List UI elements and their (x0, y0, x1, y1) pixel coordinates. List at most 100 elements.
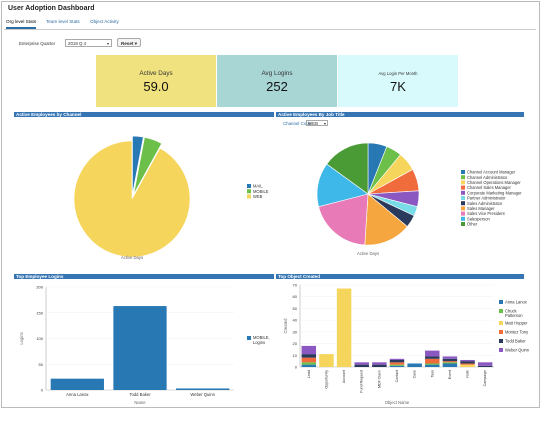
legend-swatch (461, 196, 465, 200)
section-header-by-channel: Active Employees by Channel (14, 112, 274, 117)
tab-divider (4, 29, 536, 30)
pie-slice (326, 142, 369, 195)
legend-label: Other (467, 222, 478, 227)
stacked-bar-segment (354, 364, 369, 367)
legend-swatch (499, 348, 503, 352)
kpi-avg-logins: Avg Logins 252 (217, 55, 337, 107)
stacked-bar-segment (442, 358, 458, 362)
legend-label: MAIL (253, 184, 263, 189)
x-axis-label: Object Name (385, 400, 410, 405)
channel-code-value: WEB (308, 121, 319, 126)
legend-swatch (461, 222, 465, 226)
legend-label: Salesperson (467, 216, 490, 221)
x-tick-label: Task (430, 370, 434, 378)
section-header-top-logins: Top Employee Logins (14, 274, 274, 279)
y-tick-label: 10 (293, 353, 298, 358)
dashboard-frame: User Adoption Dashboard Org level Stats … (1, 1, 540, 408)
stacked-bar-segment (460, 364, 475, 367)
stacked-bar-segment (301, 364, 317, 367)
tab-object-activity[interactable]: Object Activity (90, 19, 119, 24)
legend-label: Todd Baker (505, 339, 526, 344)
stacked-bar-segment (372, 362, 387, 365)
kpi-value: 252 (266, 79, 288, 94)
legend-label: Partner Administrator (467, 196, 506, 201)
legend-label: Matt Hopper (505, 321, 528, 326)
legend-swatch (499, 321, 503, 325)
x-tick-label: Lead (307, 370, 311, 378)
stacked-bar-segment (301, 362, 317, 365)
legend-label: Patterson (505, 313, 523, 318)
tab-team-level-stats[interactable]: Team level Stats (46, 19, 80, 24)
reset-button-label: Reset (120, 41, 134, 46)
bar (50, 378, 104, 390)
legend-label: Channel Administrator (467, 175, 508, 180)
y-tick-label: 0 (295, 365, 298, 370)
legend-label: Anna Lanox (505, 300, 527, 305)
stacked-bar-segment (442, 363, 458, 367)
x-tick-label: Todd Baker (129, 392, 151, 397)
pie-slice (132, 135, 144, 195)
x-tick-label: Case (413, 370, 417, 378)
stacked-bar-segment (389, 364, 405, 366)
stacked-bar-segment (425, 364, 440, 367)
x-tick-label: Event (448, 370, 452, 379)
legend-swatch (461, 190, 465, 195)
x-tick-label: Weber Quinn (190, 392, 215, 397)
quarter-select-value: 2018 Q 4 (68, 41, 87, 46)
stacked-bar-segment (319, 354, 334, 367)
y-tick-label: 150 (36, 310, 43, 315)
bar (176, 388, 230, 390)
legend-swatch (461, 216, 465, 221)
kpi-value: 59.0 (143, 79, 169, 94)
stacked-bar-segment (301, 345, 317, 355)
legend-swatch (499, 330, 503, 334)
legend-swatch (461, 206, 465, 211)
kpi-active-days: Active Days 59.0 (96, 55, 216, 107)
stacked-bar-segment (425, 358, 440, 364)
stacked-bar-segment (389, 358, 405, 360)
legend-label: MOBILE, (253, 335, 270, 340)
reset-button[interactable]: Reset ▾ (117, 38, 141, 47)
y-tick-label: 20 (293, 341, 298, 346)
y-axis-label: Logins (19, 332, 24, 344)
stacked-bar-segment (460, 361, 475, 364)
pie-slice (364, 193, 408, 246)
legend-label: Corporate Marketing Manager (467, 190, 522, 195)
chevron-down-icon: ▾ (106, 41, 109, 46)
y-tick-label: 100 (36, 336, 43, 341)
quarter-select[interactable]: 2018 Q 4 ▾ (65, 39, 112, 47)
y-tick-label: 0 (41, 388, 44, 393)
x-tick-label: Account (342, 370, 346, 383)
page-title: User Adoption Dashboard (8, 5, 95, 12)
kpi-avg-login-per-month: Avg Login Per Month 7K (338, 55, 458, 107)
stacked-bar-segment (389, 362, 405, 365)
kpi-value: 7K (390, 79, 406, 94)
legend-label: Sales Manager (467, 206, 495, 211)
stacked-bar-segment (389, 359, 405, 363)
stacked-bar-segment (336, 288, 352, 367)
x-tick-label: MDF Claim (377, 370, 381, 388)
stacked-bar-segment (442, 361, 458, 363)
x-tick-label: Anna Lanox (66, 392, 89, 397)
stacked-bar-segment (354, 362, 369, 365)
stacked-bar-segment (425, 363, 440, 365)
legend-label: Logins (253, 340, 265, 345)
stacked-bar-segment (460, 363, 475, 365)
x-tick-label: Opportunity (324, 370, 328, 389)
channel-code-select[interactable]: WEB ▾ (306, 120, 328, 126)
legend-swatch (247, 184, 251, 188)
tab-org-level-stats[interactable]: Org level Stats (6, 17, 37, 29)
stacked-bar-segment (477, 365, 493, 367)
x-axis-label: Name (134, 400, 146, 405)
chevron-down-icon: ▾ (323, 121, 326, 126)
stacked-bar-segment (442, 362, 458, 364)
legend-swatch (461, 211, 465, 216)
section-header-by-job-title: Active Employees By Job Title (276, 112, 524, 117)
stacked-bar-segment (389, 365, 405, 367)
y-tick-label: 70 (293, 283, 298, 288)
stacked-bar-segment (425, 350, 440, 357)
pie-slice (318, 193, 369, 246)
x-tick-label: Note (466, 370, 470, 378)
y-tick-label: 50 (293, 306, 298, 311)
